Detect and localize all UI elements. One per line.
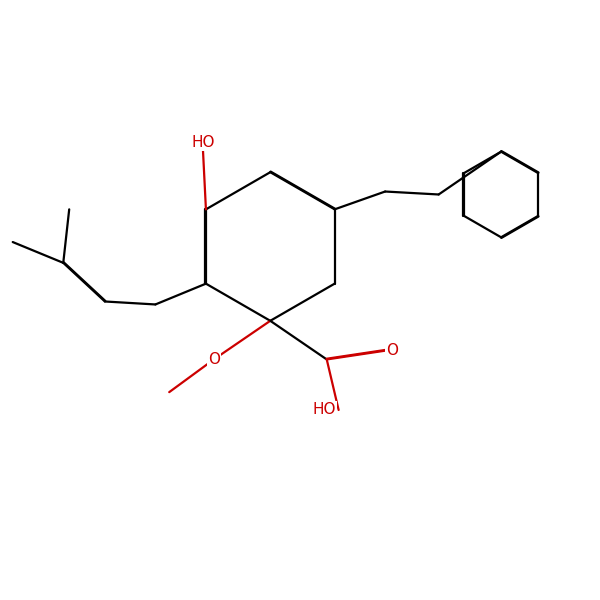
Text: HO: HO: [312, 403, 335, 418]
Text: O: O: [386, 343, 398, 358]
Text: HO: HO: [191, 135, 215, 150]
Text: O: O: [208, 352, 220, 367]
